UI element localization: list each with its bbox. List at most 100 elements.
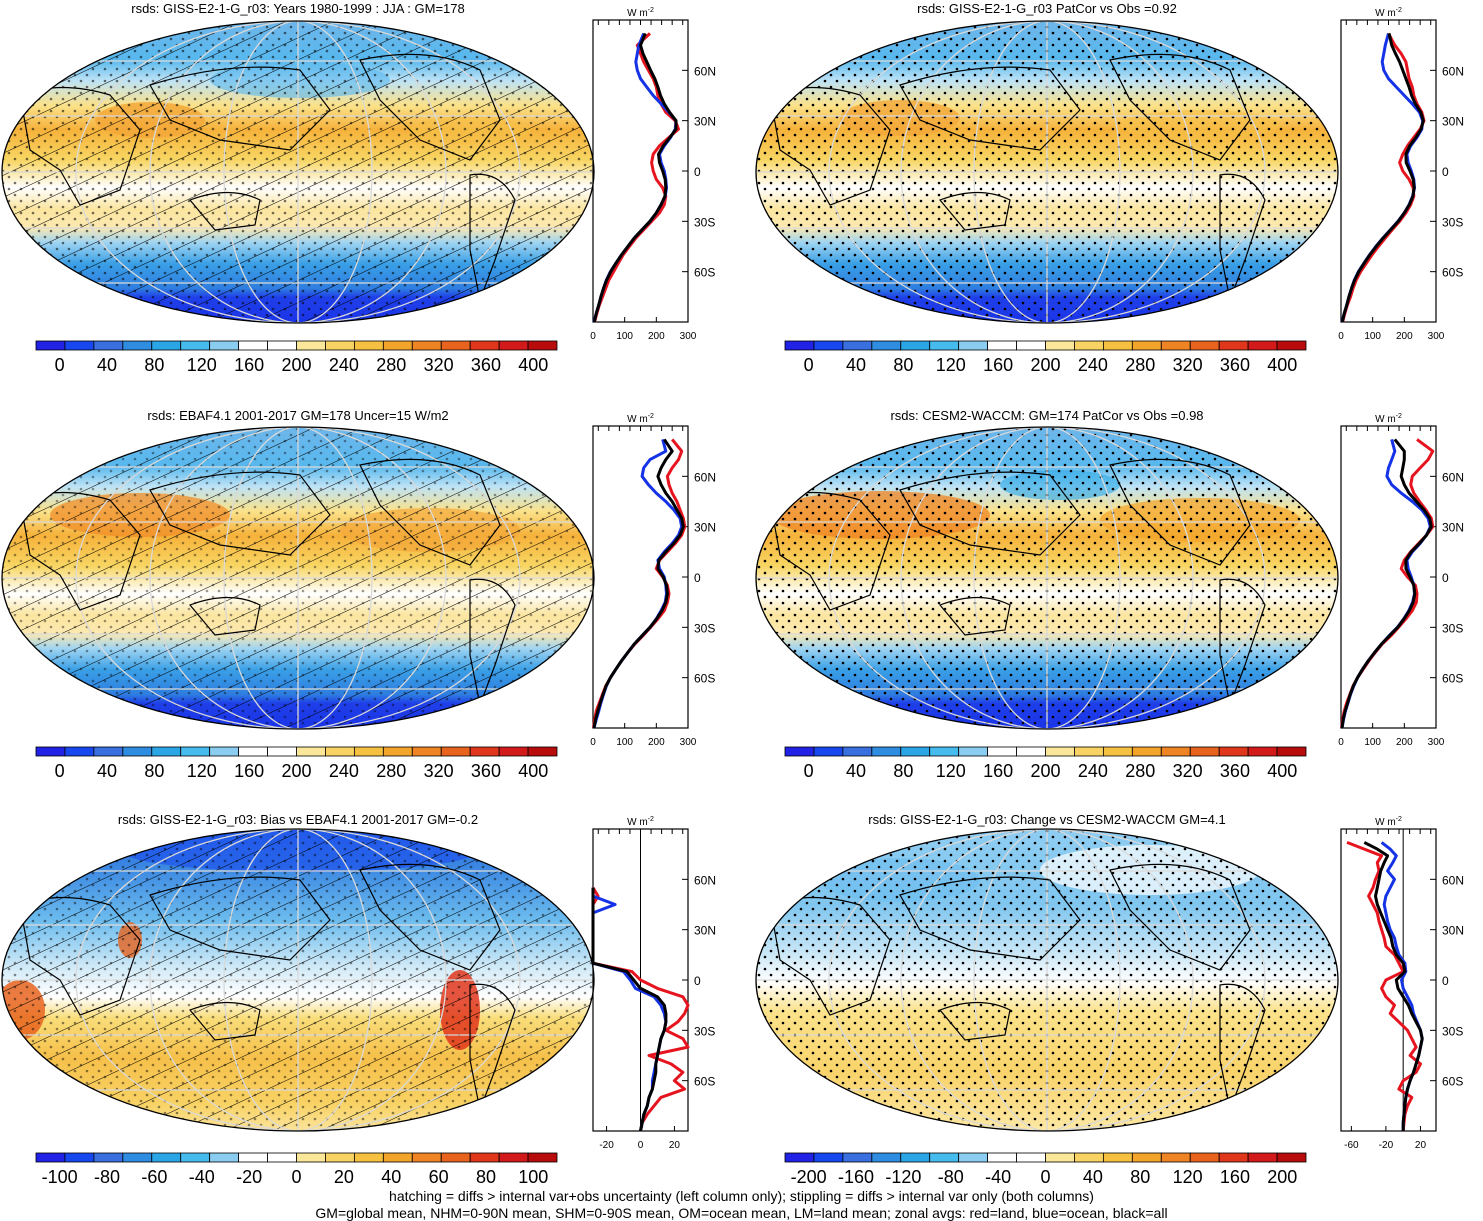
colorbar-tick-label: 320 [1173,355,1203,375]
colorbar-swatch [180,746,211,757]
colorbar-swatch [987,340,1017,351]
zonal-lat-tick-label: 60S [694,672,715,686]
colorbar-tick-label: 240 [1078,355,1108,375]
colorbar-swatch [411,1152,442,1163]
colorbar-tick-label: -20 [236,1167,262,1187]
colorbar-tick-label: 280 [1125,761,1155,781]
colorbar-swatch [958,1152,989,1163]
zonal-land-line [1346,841,1422,1132]
colorbar-swatch [325,1152,355,1163]
panel-title: rsds: GISS-E2-1-G_r03: Years 1980-1999 :… [131,1,464,16]
colorbar-swatch [1074,746,1104,757]
zonal-x-tick-label: 100 [1364,737,1381,748]
zonal-lat-tick-label: 30N [1442,521,1464,535]
colorbar-swatch [1102,340,1133,351]
colorbar-tick-label: 360 [471,761,501,781]
colorbar-swatch [209,340,240,351]
colorbar-tick-label: 0 [804,761,814,781]
footnote-line-1: hatching = diffs > internal var+obs unce… [389,1188,1094,1204]
panel-title: rsds: GISS-E2-1-G_r03 PatCor vs Obs =0.9… [917,1,1177,16]
colorbar-swatch [469,746,500,757]
colorbar-tick-label: 120 [936,355,966,375]
colorbar-tick-label: 400 [518,355,548,375]
colorbar-tick-label: 200 [1030,761,1060,781]
panel-title: rsds: CESM2-WACCM: GM=174 PatCor vs Obs … [890,408,1203,423]
map-field [756,427,1338,729]
zonal-lat-tick-label: 0 [694,165,701,179]
colorbar-swatch [35,1152,66,1163]
zonal-lat-tick-label: 0 [694,571,701,585]
zonal-lat-tick-label: 30S [1442,215,1463,229]
colorbar-swatch [900,1152,931,1163]
zonal-x-tick-label: 20 [669,1140,681,1151]
zonal-lat-tick-label: 30N [1442,924,1464,938]
zonal-x-tick-label: 200 [1396,331,1413,342]
colorbar: -200 -160 -120 -80 -40 0 40 80 120 160 200 [784,1152,1307,1187]
map-field [2,21,594,323]
colorbar-swatch [813,340,844,351]
colorbar-swatch [1218,746,1249,757]
colorbar-tick-label: 160 [1220,1167,1250,1187]
colorbar-swatch [180,1152,211,1163]
zonal-lat-tick-label: 60N [694,64,716,78]
units-label: W m-2 [1375,413,1402,425]
zonal-x-tick-label: 300 [1428,331,1445,342]
colorbar-swatch [1045,746,1075,757]
zonal-lat-tick-label: 0 [694,974,701,988]
colorbar-swatch [871,746,902,757]
colorbar-swatch [122,1152,153,1163]
units-exponent: -2 [1396,413,1402,420]
zonal-lat-tick-label: 30S [694,1024,715,1038]
colorbar-swatch [929,340,960,351]
zonal-x-tick-label: 100 [616,737,633,748]
colorbar-swatch [929,746,960,757]
units-label: W m-2 [627,816,654,828]
zonal-x-tick-label: -20 [599,1140,614,1151]
colorbar-swatch [527,1152,558,1163]
zonal-lat-tick-label: 0 [1442,165,1449,179]
zonal-lat-tick-label: 30S [694,215,715,229]
colorbar-tick-label: 320 [424,355,454,375]
colorbar-swatch [958,340,989,351]
colorbar-swatch [440,340,471,351]
zonal-lat-tick-label: 60N [694,470,716,484]
colorbar-swatch [1189,746,1220,757]
colorbar: 0 40 80 120 160 200 240 280 320 360 400 [784,340,1307,375]
colorbar-swatch [353,746,384,757]
zonal-x-tick-label: -60 [1344,1140,1359,1151]
map-border [1,20,595,324]
zonal-mean-plot: W m-2 0 100 200 300 60N 30N 0 30S 60S [590,413,716,748]
colorbar-swatch [1045,340,1075,351]
units-exponent: -2 [648,7,654,14]
colorbar-tick-label: 280 [1125,355,1155,375]
colorbar-swatch [238,1152,268,1163]
colorbar-swatch [382,746,413,757]
zonal-mean-plot: W m-2 0 100 200 300 60N 30N 0 30S 60S [1338,7,1464,342]
colorbar-swatch [842,340,873,351]
units-exponent: -2 [648,413,654,420]
colorbar-tick-label: -40 [985,1167,1011,1187]
colorbar-swatch [469,1152,500,1163]
colorbar-swatch [151,1152,182,1163]
colorbar-swatch [1247,1152,1278,1163]
colorbar-swatch [1189,1152,1220,1163]
colorbar-tick-label: 0 [1040,1167,1050,1187]
colorbar-tick-label: -120 [885,1167,921,1187]
colorbar-swatch [1074,340,1104,351]
zonal-x-tick-label: 0 [590,737,596,748]
colorbar-swatch [93,340,124,351]
zonal-x-tick-label: 200 [648,331,665,342]
colorbar-tick-label: 320 [1173,761,1203,781]
colorbar-swatch [440,746,471,757]
zonal-x-tick-label: -20 [1379,1140,1394,1151]
colorbar-tick-label: 0 [55,761,65,781]
zonal-lat-tick-label: 30S [1442,1024,1463,1038]
colorbar-tick-label: 80 [144,355,164,375]
zonal-lat-tick-label: 30S [694,621,715,635]
colorbar-swatch [382,1152,413,1163]
panel-title: rsds: GISS-E2-1-G_r03: Bias vs EBAF4.1 2… [118,812,478,827]
colorbar-swatch [325,340,355,351]
colorbar-tick-label: 200 [1267,1167,1297,1187]
